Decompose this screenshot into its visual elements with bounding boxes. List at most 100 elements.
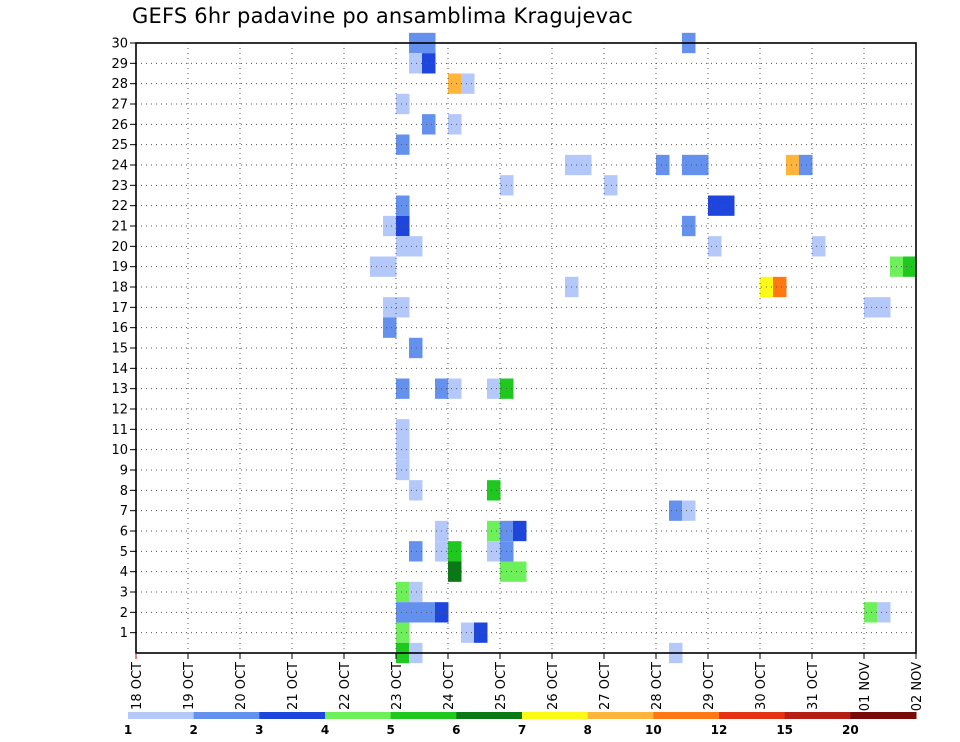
heatmap-cell [474, 622, 488, 643]
heatmap-cell [409, 337, 423, 359]
heatmap-cell [383, 297, 397, 318]
colorbar-label: 6 [452, 723, 460, 737]
heatmap-cell [422, 53, 436, 74]
heatmap-cell [487, 541, 501, 562]
colorbar-segment [587, 712, 654, 719]
y-tick-label: 11 [111, 423, 128, 438]
y-tick-label: 2 [120, 606, 128, 621]
heatmap-cell [396, 419, 410, 440]
x-tick-label: 25 OCT [494, 662, 509, 710]
heatmap-cell [448, 114, 462, 135]
heatmap-cell [422, 114, 436, 135]
colorbar-segment [653, 712, 720, 719]
x-tick-label: 31 OCT [806, 662, 821, 710]
y-tick-label: 30 [111, 37, 128, 52]
heatmap-cell [396, 378, 410, 399]
y-tick-label: 7 [120, 504, 128, 519]
x-tick-label: 28 OCT [650, 662, 665, 710]
heatmap-cell [864, 297, 878, 318]
colorbar-label: 7 [518, 723, 526, 737]
y-tick-label: 19 [111, 260, 128, 275]
colorbar-segment [128, 712, 195, 719]
heatmap-cell [656, 154, 670, 176]
heatmap-cell [513, 520, 527, 542]
heatmap-cell [409, 480, 423, 501]
y-tick-label: 26 [111, 118, 128, 133]
heatmap-cell [487, 480, 501, 501]
y-tick-label: 22 [111, 199, 128, 214]
x-tick-label: 20 OCT [234, 662, 249, 710]
colorbar-label: 4 [321, 723, 329, 737]
y-tick-label: 12 [111, 403, 128, 418]
y-tick-label: 15 [111, 342, 128, 357]
y-tick-label: 8 [120, 484, 128, 499]
colorbar-segment [784, 712, 851, 719]
heatmap-cell [396, 93, 410, 115]
heatmap-cell [396, 602, 410, 623]
y-tick-label: 23 [111, 179, 128, 194]
colorbar-label: 10 [645, 723, 662, 737]
y-tick-label: 14 [111, 362, 128, 377]
heatmap-cell [409, 236, 423, 257]
y-tick-label: 3 [120, 586, 128, 601]
y-tick-label: 21 [111, 220, 128, 235]
colorbar-label: 5 [386, 723, 394, 737]
x-tick-label: 01 NOV [858, 662, 873, 711]
colorbar-segment [325, 712, 392, 719]
heatmap-cell [708, 195, 722, 216]
heatmap-cell [409, 581, 423, 603]
x-tick-label: 24 OCT [442, 662, 457, 710]
heatmap-cell [396, 236, 410, 257]
heatmap-cell [396, 297, 410, 318]
heatmap-cell [877, 297, 891, 318]
heatmap-cell [682, 215, 696, 237]
x-tick-label: 19 OCT [182, 662, 197, 710]
x-tick-label: 29 OCT [702, 662, 717, 710]
heatmap-cell [396, 581, 410, 603]
chart-title: GEFS 6hr padavine po ansamblima Kragujev… [132, 4, 634, 28]
heatmap-cell [409, 541, 423, 562]
heatmap-cell [903, 256, 917, 277]
heatmap-cell [513, 561, 527, 582]
heatmap-cell [396, 134, 410, 155]
y-tick-label: 18 [111, 281, 128, 296]
y-tick-label: 28 [111, 77, 128, 92]
heatmap-cell [786, 154, 800, 176]
heatmap-cell [448, 378, 462, 399]
x-tick-label: 22 OCT [338, 662, 353, 710]
heatmap-cell [396, 439, 410, 460]
heatmap-cell [578, 154, 592, 176]
colorbar-segment [850, 712, 917, 719]
heatmap-cell [604, 175, 618, 196]
y-tick-label: 9 [120, 464, 128, 479]
heatmap-cell [448, 541, 462, 562]
heatmap-cell [669, 500, 683, 521]
x-tick-label: 02 NOV [910, 662, 925, 711]
colorbar-label: 8 [583, 723, 591, 737]
y-tick-label: 17 [111, 301, 128, 316]
heatmap-cell [487, 520, 501, 542]
colorbar-segment [390, 712, 457, 719]
y-tick-label: 29 [111, 57, 128, 72]
x-tick-label: 23 OCT [390, 662, 405, 710]
heatmap-cell [812, 236, 826, 257]
heatmap-cell [383, 215, 397, 237]
heatmap-cell [708, 236, 722, 257]
heatmap-cell [396, 622, 410, 643]
colorbar-label: 1 [124, 723, 132, 737]
heatmap-cell [487, 378, 501, 399]
y-tick-label: 27 [111, 98, 128, 113]
colorbar-segment [456, 712, 523, 719]
heatmap-cell [461, 73, 475, 94]
y-tick-label: 6 [120, 525, 128, 540]
heatmap-cell [396, 195, 410, 216]
y-tick-label: 24 [111, 159, 128, 174]
colorbar-label: 12 [711, 723, 728, 737]
heatmap-cell [721, 195, 735, 216]
x-tick-label: 18 OCT [130, 662, 145, 710]
y-tick-label: 25 [111, 138, 128, 153]
heatmap-cell [773, 276, 787, 298]
heatmap-cell [461, 622, 475, 643]
y-tick-label: 16 [111, 321, 128, 336]
